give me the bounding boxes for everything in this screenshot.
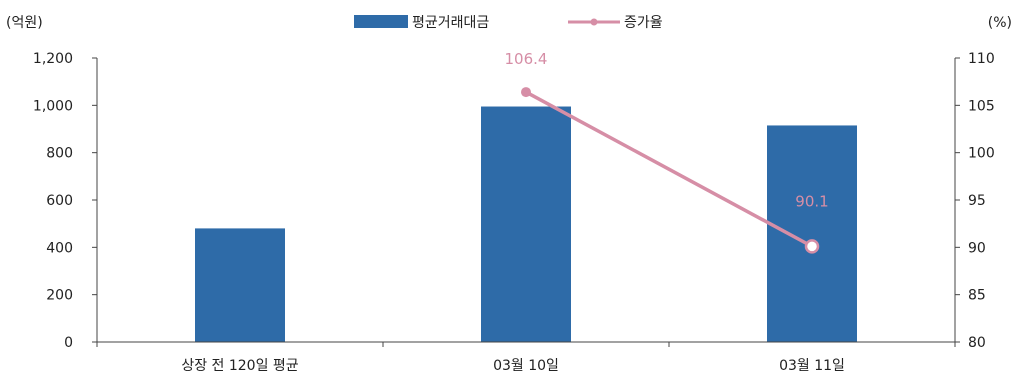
plot-area: 0 200 400 600 800 1,000 1,200 80 85 90 95 100 105 110… xyxy=(33,50,995,374)
x-tick-label: 03월 11일 xyxy=(779,358,845,374)
right-axis-unit: (%) xyxy=(988,15,1012,31)
left-tick-label: 800 xyxy=(46,146,73,162)
bar xyxy=(481,106,571,343)
data-label: 90.1 xyxy=(795,192,828,210)
x-tick-label: 상장 전 120일 평균 xyxy=(181,358,298,374)
line-point xyxy=(521,87,531,98)
left-tick-label: 1,000 xyxy=(33,98,73,114)
legend: 평균거래대금 증가율 xyxy=(354,15,663,31)
line-series xyxy=(525,90,813,248)
right-tick-label: 100 xyxy=(968,146,995,162)
left-axis-unit: (억원) xyxy=(6,15,43,31)
right-tick-label: 80 xyxy=(968,335,986,351)
left-tick-label: 1,200 xyxy=(33,51,73,67)
left-tick-label: 0 xyxy=(64,335,73,351)
legend-swatch-bar xyxy=(354,15,408,28)
right-tick-label: 105 xyxy=(968,98,995,114)
legend-label-bar: 평균거래대금 xyxy=(412,15,489,31)
legend-label-line: 증가율 xyxy=(624,15,663,31)
legend-marker xyxy=(590,18,598,26)
line-point xyxy=(804,239,820,254)
left-tick-label: 400 xyxy=(46,240,73,256)
left-tick-label: 600 xyxy=(46,193,73,209)
bar xyxy=(767,125,857,342)
left-tick-label: 200 xyxy=(46,288,73,304)
bar xyxy=(195,228,285,342)
right-tick-label: 110 xyxy=(968,51,995,67)
x-tick-label: 03월 10일 xyxy=(493,358,559,374)
data-label: 106.4 xyxy=(505,50,548,68)
right-tick-label: 85 xyxy=(968,288,986,304)
right-tick-label: 90 xyxy=(968,240,986,256)
right-tick-label: 95 xyxy=(968,193,986,209)
